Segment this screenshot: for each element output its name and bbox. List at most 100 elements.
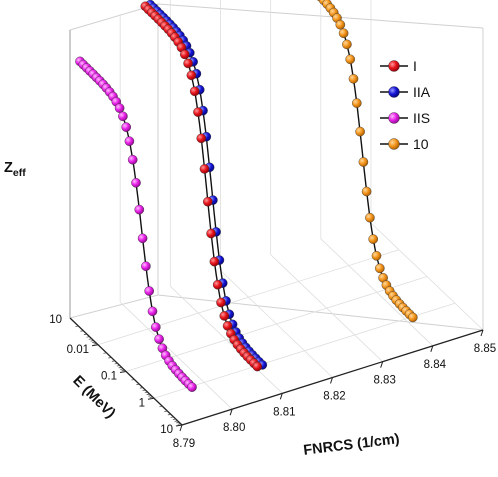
point-I	[193, 107, 203, 117]
point-10	[371, 250, 382, 261]
point-IIS	[124, 136, 135, 146]
x-tick-label-3: 8.82	[323, 391, 345, 403]
point-I	[209, 256, 220, 267]
x-tick-label-5: 8.84	[424, 359, 447, 371]
e-tick-label-1: 0.1	[101, 371, 117, 383]
point-10	[368, 234, 379, 244]
point-10	[345, 54, 356, 65]
x-tick-mark-2	[279, 393, 283, 400]
point-IIS	[127, 154, 138, 165]
point-I	[212, 279, 223, 290]
point-10	[351, 98, 362, 108]
e-minor-tick	[131, 379, 135, 381]
point-IIS	[137, 233, 148, 244]
point-IIS	[147, 306, 158, 317]
e-minor-tick	[136, 383, 140, 386]
point-10	[348, 74, 359, 84]
e-minor-tick	[90, 340, 94, 342]
e-minor-tick	[92, 341, 96, 344]
e-minor-tick	[142, 389, 146, 392]
point-IIS	[118, 111, 128, 122]
x-tick-mark-0	[179, 424, 183, 432]
x-tick-label-1: 8.80	[223, 422, 245, 434]
legend-label: 10	[413, 136, 429, 152]
e-tick-label-3: 10	[160, 424, 173, 436]
e-minor-tick	[118, 367, 122, 369]
x-tick-label-0: 8.79	[173, 438, 195, 450]
series-line-IIS	[79, 60, 193, 388]
point-10	[358, 157, 369, 167]
legend-marker	[388, 138, 400, 150]
e-minor-tick	[114, 363, 118, 365]
point-IIS	[141, 261, 151, 272]
back-floor-left	[69, 294, 159, 319]
point-IIS	[131, 177, 141, 188]
point-10	[407, 312, 418, 323]
series-10	[316, 0, 418, 323]
z-tick-label-0: 10	[49, 314, 62, 326]
x-tick-mark-1	[229, 409, 233, 416]
legend-item-I: I	[380, 58, 417, 74]
e-minor-tick	[111, 360, 115, 362]
x-tick-label-2: 8.81	[273, 406, 295, 418]
legend-item-IIS: IIS	[380, 110, 430, 126]
x-tick-label-6: 8.85	[474, 343, 496, 355]
e-minor-tick	[120, 368, 124, 370]
legend-marker	[388, 86, 400, 98]
e-minor-tick	[172, 418, 176, 420]
z-axis-title-main: Z	[4, 160, 13, 176]
e-minor-tick	[108, 357, 112, 359]
point-I	[202, 196, 213, 207]
e-minor-tick	[176, 422, 180, 424]
series-I	[140, 1, 263, 372]
e-minor-tick	[86, 336, 90, 338]
e-minor-tick	[93, 343, 97, 345]
grid-floor-e-0	[97, 249, 400, 346]
point-IIS	[121, 122, 131, 132]
grid-floor-e-1	[125, 276, 428, 372]
legend-marker	[388, 112, 400, 124]
x-tick-mark-6	[480, 329, 484, 337]
z-axis-title-sub: eff	[13, 167, 26, 179]
point-IIS	[144, 286, 154, 296]
series-group	[75, 0, 418, 392]
point-I	[196, 133, 207, 144]
e-minor-tick	[170, 416, 174, 418]
point-I	[186, 70, 197, 81]
e-minor-tick	[103, 352, 107, 354]
e-minor-tick	[80, 330, 84, 332]
e-minor-tick	[159, 405, 163, 408]
e-minor-tick	[167, 414, 171, 416]
legend-label: IIS	[413, 110, 430, 126]
point-IIS	[134, 204, 145, 215]
fnrcs-axis-title: FNRCS (1/cm)	[303, 431, 401, 459]
e-minor-tick	[83, 333, 87, 335]
x-tick-label-4: 8.83	[373, 375, 395, 387]
legend: I IIA IIS 10	[380, 58, 431, 152]
e-minor-tick	[164, 410, 168, 412]
e-minor-tick	[177, 423, 181, 425]
e-minor-tick	[121, 369, 125, 372]
x-tick-mark-3	[330, 377, 333, 384]
point-10	[338, 28, 349, 39]
back-floor-right	[157, 294, 484, 331]
legend-item-10: 10	[380, 136, 429, 152]
legend-label: IIA	[413, 84, 431, 100]
e-tick-label-2: 1	[139, 397, 145, 409]
ticks: 8.79 8.80 8.81 8.82 8.83 8.84 8.85 0.01 0.1 1 10 10	[49, 314, 496, 450]
point-I	[252, 361, 263, 372]
e-tick-label-0: 0.01	[67, 344, 89, 356]
e-tick-mark-0	[91, 344, 99, 347]
legend-item-IIA: IIA	[380, 84, 431, 100]
point-10	[355, 126, 365, 137]
series-IIS	[75, 56, 197, 392]
e-minor-tick	[139, 387, 143, 389]
legend-marker	[388, 60, 400, 72]
point-I	[216, 297, 226, 308]
point-10	[335, 19, 346, 30]
grid	[69, 0, 484, 426]
legend-label: I	[413, 58, 417, 74]
e-minor-tick	[174, 420, 178, 422]
point-IIS	[114, 103, 125, 113]
